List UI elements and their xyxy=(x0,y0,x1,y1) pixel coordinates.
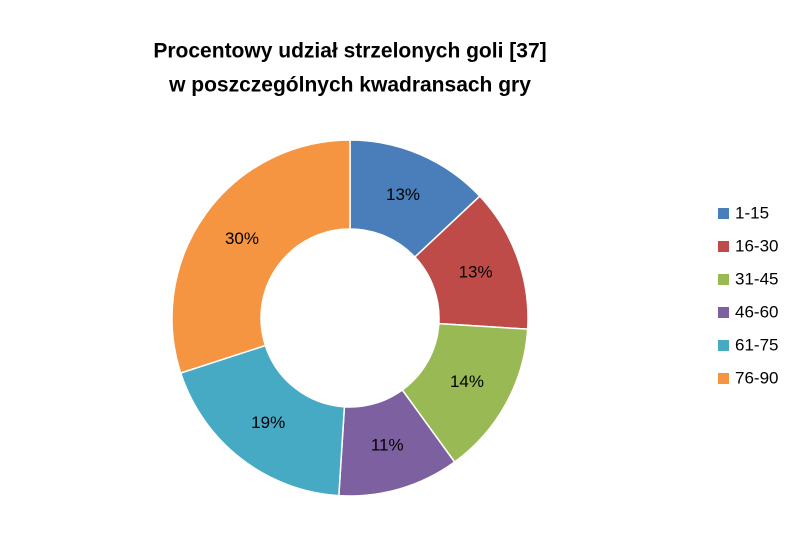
legend-label: 31-45 xyxy=(735,269,778,288)
data-label: 13% xyxy=(386,185,420,204)
legend-label: 16-30 xyxy=(735,236,778,255)
legend-swatch xyxy=(718,208,729,219)
chart-title: Procentowy udział strzelonych goli [37] xyxy=(153,40,546,63)
data-label: 19% xyxy=(251,413,285,432)
data-label: 11% xyxy=(371,436,404,455)
donut-segment xyxy=(171,139,351,374)
legend-swatch xyxy=(718,373,729,384)
data-label: 14% xyxy=(450,372,484,391)
chart-title: w poszczególnych kwadransach gry xyxy=(168,74,531,97)
legend-swatch xyxy=(718,274,729,285)
legend-label: 46-60 xyxy=(735,302,778,321)
legend-swatch xyxy=(718,340,729,351)
data-label: 30% xyxy=(225,229,259,248)
legend-swatch xyxy=(718,307,729,318)
legend-label: 1-15 xyxy=(735,203,769,222)
legend-swatch xyxy=(718,241,729,252)
donut-segment xyxy=(179,344,346,497)
donut-segment xyxy=(401,322,529,464)
legend-label: 61-75 xyxy=(735,335,778,354)
data-label: 13% xyxy=(459,262,493,281)
legend-label: 76-90 xyxy=(735,368,778,387)
